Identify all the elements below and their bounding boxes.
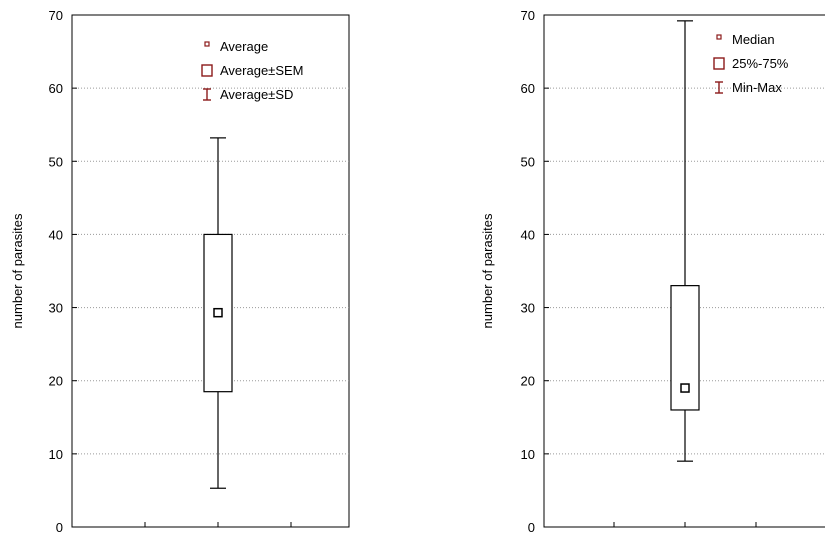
y-tick-label: 70 bbox=[49, 8, 63, 23]
y-tick-label: 30 bbox=[49, 301, 63, 316]
legend-box-icon bbox=[713, 57, 725, 70]
legend-point-icon bbox=[716, 34, 722, 40]
chart-panel-median: 0 10 20 30 40 50 60 70 number of parasites Medi… bbox=[480, 8, 825, 534]
y-axis: 0 10 20 30 40 50 60 70 bbox=[49, 8, 77, 534]
y-tick-label: 50 bbox=[49, 154, 63, 169]
y-tick-label: 10 bbox=[521, 447, 535, 462]
y-tick-label: 60 bbox=[49, 81, 63, 96]
x-axis bbox=[613, 522, 757, 527]
y-tick-label: 20 bbox=[521, 374, 535, 389]
x-axis bbox=[144, 522, 292, 527]
y-axis-label: number of parasites bbox=[480, 213, 495, 328]
y-tick-label: 0 bbox=[56, 520, 63, 534]
legend-label: Min-Max bbox=[732, 80, 782, 95]
y-tick-label: 70 bbox=[521, 8, 535, 23]
legend-box-icon bbox=[201, 64, 213, 77]
box-plot bbox=[203, 137, 233, 489]
legend-point-icon bbox=[204, 41, 210, 47]
legend-label: Median bbox=[732, 32, 775, 47]
center-marker bbox=[680, 383, 690, 393]
y-axis-label: number of parasites bbox=[10, 213, 25, 328]
legend-label: Average±SEM bbox=[220, 63, 304, 78]
y-tick-label: 20 bbox=[49, 374, 63, 389]
y-tick-label: 40 bbox=[521, 227, 535, 242]
legend: Average Average±SEM Average±SD bbox=[201, 39, 304, 102]
y-tick-label: 60 bbox=[521, 81, 535, 96]
center-marker bbox=[213, 307, 223, 318]
legend-label: 25%-75% bbox=[732, 56, 789, 71]
legend-label: Average±SD bbox=[220, 87, 293, 102]
y-axis: 0 10 20 30 40 50 60 70 bbox=[521, 8, 549, 534]
y-tick-label: 10 bbox=[49, 447, 63, 462]
legend: Median 25%-75% Min-Max bbox=[713, 32, 789, 95]
y-tick-label: 30 bbox=[521, 301, 535, 316]
y-tick-label: 40 bbox=[49, 227, 63, 242]
legend-label: Average bbox=[220, 39, 268, 54]
y-tick-label: 50 bbox=[521, 154, 535, 169]
chart-panel-average: 0 10 20 30 40 50 60 70 number of parasites Aver… bbox=[10, 8, 350, 534]
y-tick-label: 0 bbox=[528, 520, 535, 534]
box-plot bbox=[670, 20, 700, 462]
